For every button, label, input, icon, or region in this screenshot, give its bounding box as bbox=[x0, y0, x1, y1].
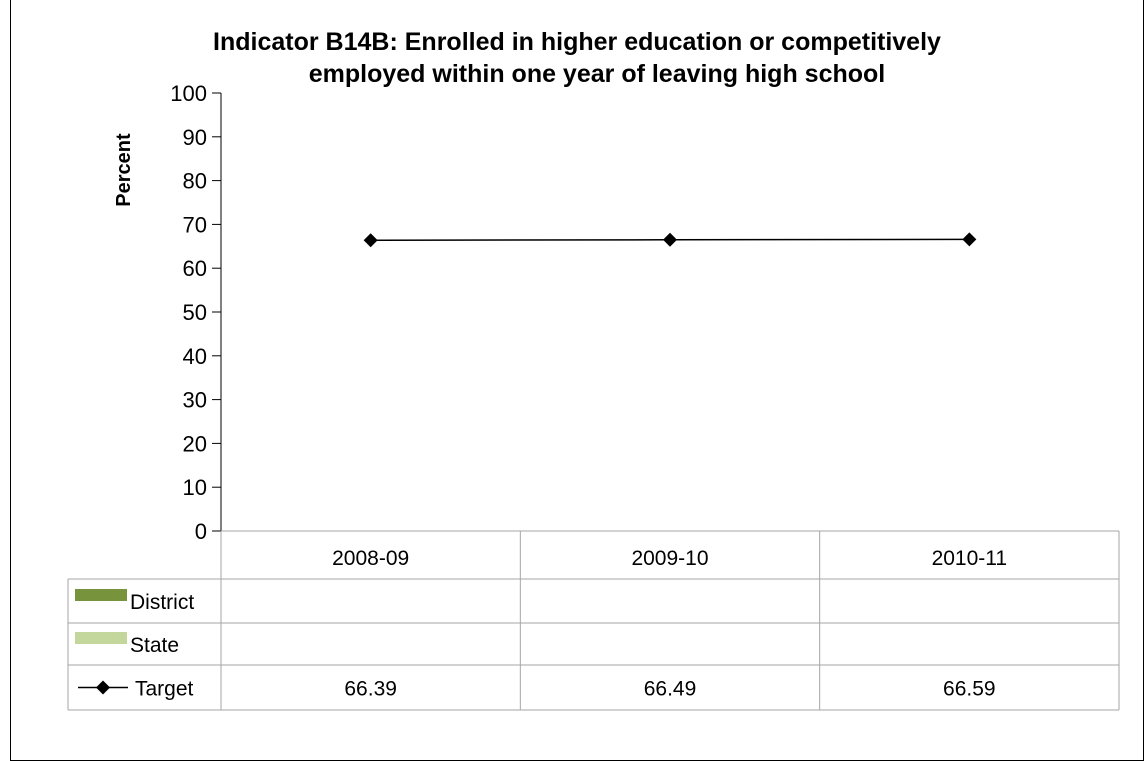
x-category-label: 2010-11 bbox=[932, 547, 1008, 570]
legend-label-target: Target bbox=[135, 678, 194, 701]
y-tick-label: 50 bbox=[183, 300, 207, 325]
y-tick-label: 0 bbox=[195, 519, 207, 544]
chart-title-line-1: Indicator B14B: Enrolled in higher educa… bbox=[213, 28, 941, 56]
legend-key-marker bbox=[96, 680, 110, 695]
data-table-cell: 66.39 bbox=[344, 678, 397, 701]
x-category-label: 2008-09 bbox=[332, 547, 409, 570]
data-point-marker bbox=[962, 232, 977, 247]
legend-label-district: District bbox=[130, 591, 194, 614]
data-point-marker bbox=[663, 232, 677, 247]
data-table-cell: 66.59 bbox=[943, 678, 996, 701]
y-tick-label: 40 bbox=[183, 344, 207, 369]
y-tick-label: 70 bbox=[183, 212, 207, 237]
y-tick-label: 30 bbox=[183, 388, 207, 413]
data-table-cell: 66.49 bbox=[644, 678, 697, 701]
data-point-marker bbox=[363, 233, 378, 248]
y-tick-label: 10 bbox=[183, 475, 207, 500]
legend-key-state bbox=[75, 632, 127, 644]
y-tick-label: 60 bbox=[183, 256, 207, 281]
data-table: 2008-09 2009-10 2010-11 District State Target… bbox=[67, 530, 1120, 711]
y-tick-label: 20 bbox=[183, 431, 207, 456]
y-axis: 0 10 20 30 40 50 60 70 80 90 100 bbox=[170, 81, 222, 544]
plot-area bbox=[363, 232, 977, 248]
y-axis-label: Percent bbox=[113, 133, 135, 207]
chart-title-line-2: employed within one year of leaving high… bbox=[309, 60, 885, 88]
legend-key-district bbox=[75, 589, 127, 601]
legend-label-state: State bbox=[130, 634, 179, 657]
y-tick-label: 100 bbox=[170, 81, 207, 106]
y-tick-label: 80 bbox=[183, 169, 207, 194]
y-tick-label: 90 bbox=[183, 125, 207, 150]
x-category-label: 2009-10 bbox=[631, 547, 708, 570]
